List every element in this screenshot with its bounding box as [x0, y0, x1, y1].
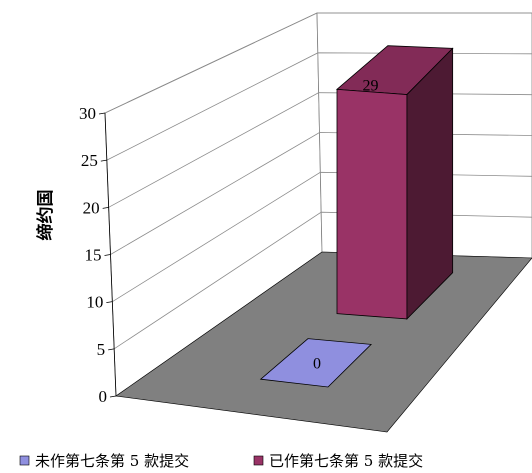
- data-label: 29: [362, 78, 378, 95]
- y-tick-label: 30: [79, 104, 96, 123]
- y-axis-title: 缔约国: [35, 190, 56, 241]
- bar-front-face: [336, 88, 408, 320]
- legend-item: 未作第七条第 5 款提交: [19, 452, 189, 470]
- gridlines: [104, 12, 532, 350]
- y-tick-label: 25: [81, 151, 98, 170]
- y-tick-label: 15: [85, 246, 102, 265]
- data-label: 0: [313, 355, 321, 372]
- y-axis-line: [104, 112, 117, 397]
- y-tick: [100, 159, 107, 162]
- legend-label: 未作第七条第 5 款提交: [35, 452, 189, 470]
- bar-side-face: [406, 47, 454, 320]
- y-tick: [109, 395, 117, 398]
- gridline: [108, 92, 532, 208]
- bar-0: [259, 338, 372, 388]
- bar-top-face: [259, 338, 372, 388]
- y-tick: [102, 206, 109, 209]
- gridline: [112, 171, 532, 303]
- legend-label: 已作第七条第 5 款提交: [269, 452, 423, 470]
- y-axis: 0 5 10 15 20 25 30: [79, 104, 117, 406]
- y-tick-label: 0: [99, 387, 108, 406]
- legend-swatch: [253, 455, 264, 466]
- data-labels: 0 29: [313, 78, 379, 373]
- gridline: [104, 12, 532, 114]
- legend-swatch: [19, 455, 30, 466]
- bar-1: [335, 45, 454, 320]
- legend-item: 已作第七条第 5 款提交: [253, 452, 423, 470]
- y-tick: [108, 348, 115, 351]
- y-tick: [106, 301, 113, 304]
- y-tick-label: 20: [83, 198, 100, 217]
- bars: [259, 45, 454, 388]
- y-tick: [104, 254, 111, 256]
- legend: 未作第七条第 5 款提交 已作第七条第 5 款提交: [19, 452, 423, 470]
- y-tick: [98, 112, 106, 115]
- gridline: [106, 52, 532, 161]
- gridline: [110, 132, 532, 255]
- y-tick-label: 5: [97, 340, 106, 359]
- y-tick-label: 10: [86, 293, 103, 312]
- gridline: [113, 211, 532, 350]
